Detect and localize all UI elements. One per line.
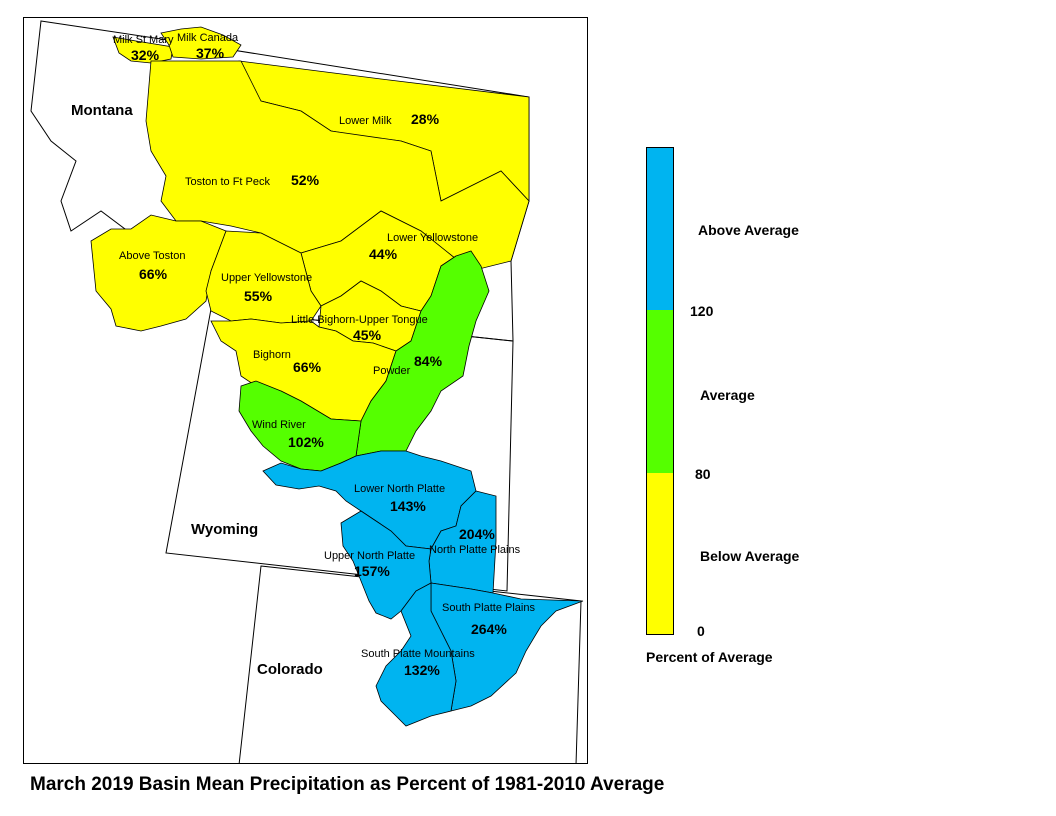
basin-value-toston-to-ft-peck: 52% xyxy=(291,172,320,188)
legend-label-below: Below Average xyxy=(700,548,800,564)
basin-name-above-toston: Above Toston xyxy=(119,250,185,262)
basin-value-upper-north-platte: 157% xyxy=(354,563,390,579)
legend-swatch-average xyxy=(647,310,673,474)
basin-value-little-bighorn-upper-tongue: 45% xyxy=(353,327,382,343)
basin-value-lower-yellowstone: 44% xyxy=(369,246,398,262)
map-frame: Montana Wyoming Colorado Milk St Mary 32… xyxy=(23,17,588,764)
legend-break-120: 120 xyxy=(690,303,714,319)
basin-value-bighorn: 66% xyxy=(293,359,322,375)
basin-value-wind-river: 102% xyxy=(288,434,324,450)
basin-name-upper-yellowstone: Upper Yellowstone xyxy=(221,272,312,284)
basin-name-wind-river: Wind River xyxy=(252,419,306,431)
basin-value-upper-yellowstone: 55% xyxy=(244,288,273,304)
basin-value-south-platte-plains: 264% xyxy=(471,621,507,637)
basin-value-lower-milk: 28% xyxy=(411,111,440,127)
basin-name-lower-milk: Lower Milk xyxy=(339,115,392,127)
legend-break-0: 0 xyxy=(697,623,705,639)
state-label-colorado: Colorado xyxy=(257,661,323,678)
legend-swatch-above xyxy=(647,148,673,311)
basin-name-toston-to-ft-peck: Toston to Ft Peck xyxy=(185,176,270,188)
legend-swatch-below xyxy=(647,473,673,634)
average-basins xyxy=(238,250,490,472)
legend-label-above: Above Average xyxy=(698,222,799,238)
basin-name-milk-st-mary: Milk St Mary xyxy=(113,34,174,46)
basin-south-platte-mountains xyxy=(375,582,457,727)
basin-value-above-toston: 66% xyxy=(139,266,168,282)
basin-value-south-platte-mountains: 132% xyxy=(404,662,440,678)
basin-powder xyxy=(355,250,490,457)
basin-milk-canada xyxy=(160,26,242,60)
basin-name-little-bighorn-upper-tongue: Little Bighorn-Upper Tongue xyxy=(291,314,428,326)
basin-name-upper-north-platte: Upper North Platte xyxy=(324,550,415,562)
basin-name-powder: Powder xyxy=(373,365,411,377)
basin-value-north-platte-plains: 204% xyxy=(459,526,495,542)
legend-title: Percent of Average xyxy=(646,649,773,665)
basin-name-lower-north-platte: Lower North Platte xyxy=(354,483,445,495)
legend-break-80: 80 xyxy=(695,466,711,482)
basin-name-bighorn: Bighorn xyxy=(253,349,291,361)
legend-label-average: Average xyxy=(700,387,755,403)
basin-name-south-platte-mountains: South Platte Mountains xyxy=(361,648,475,660)
basin-value-powder: 84% xyxy=(414,353,443,369)
basin-name-milk-canada: Milk Canada xyxy=(177,32,239,44)
basin-value-milk-st-mary: 32% xyxy=(131,47,160,63)
basin-name-south-platte-plains: South Platte Plains xyxy=(442,602,535,614)
state-label-montana: Montana xyxy=(71,102,133,119)
basin-map: Montana Wyoming Colorado Milk St Mary 32… xyxy=(30,20,584,763)
below-average-basins xyxy=(90,26,530,422)
basin-name-north-platte-plains: North Platte Plains xyxy=(429,544,521,556)
map-title: March 2019 Basin Mean Precipitation as P… xyxy=(30,774,665,795)
basin-value-lower-north-platte: 143% xyxy=(390,498,426,514)
basin-value-milk-canada: 37% xyxy=(196,45,225,61)
basin-name-lower-yellowstone: Lower Yellowstone xyxy=(387,232,478,244)
legend-color-bar xyxy=(646,147,674,635)
state-label-wyoming: Wyoming xyxy=(191,521,258,538)
above-average-basins xyxy=(262,450,584,727)
